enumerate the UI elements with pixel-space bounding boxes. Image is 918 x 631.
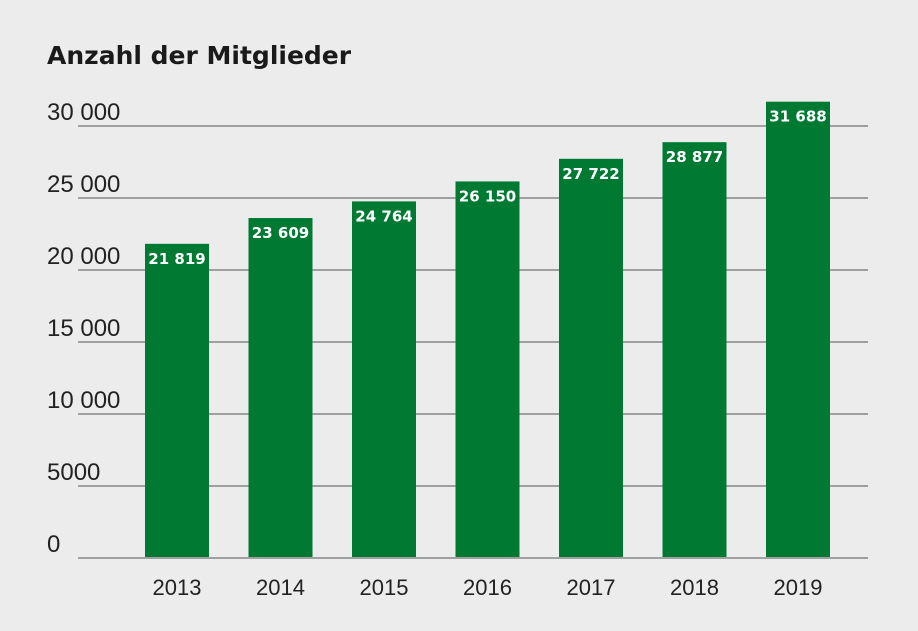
y-tick-label: 25 000 <box>47 171 120 198</box>
bar-2014 <box>248 218 313 557</box>
x-tick-label: 2017 <box>567 575 616 600</box>
data-label: 23 609 <box>252 224 309 242</box>
data-label: 27 722 <box>562 165 619 183</box>
bar-2015 <box>352 201 416 557</box>
bar-2016 <box>455 181 520 557</box>
x-tick-label: 2019 <box>774 575 823 600</box>
y-tick-label: 15 000 <box>47 315 120 342</box>
bar-2017 <box>559 158 623 557</box>
data-label: 21 819 <box>148 250 205 268</box>
bar-2019 <box>766 101 830 557</box>
bar-2013 <box>145 243 209 557</box>
y-tick-label: 10 000 <box>47 387 120 414</box>
data-label: 31 688 <box>769 108 826 126</box>
data-label: 28 877 <box>666 148 723 166</box>
x-tick-label: 2018 <box>670 575 719 600</box>
y-tick-label: 20 000 <box>47 243 120 270</box>
bar-2018 <box>662 142 727 557</box>
x-tick-label: 2014 <box>256 575 305 600</box>
y-tick-label: 5000 <box>47 459 100 486</box>
y-tick-label: 30 000 <box>47 99 120 126</box>
chart-title: Anzahl der Mitglieder <box>47 41 352 70</box>
x-tick-label: 2016 <box>463 575 512 600</box>
x-tick-label: 2013 <box>153 575 202 600</box>
x-tick-label: 2015 <box>360 575 409 600</box>
data-label: 26 150 <box>459 187 516 205</box>
y-tick-label: 0 <box>47 531 60 558</box>
data-label: 24 764 <box>355 207 412 225</box>
